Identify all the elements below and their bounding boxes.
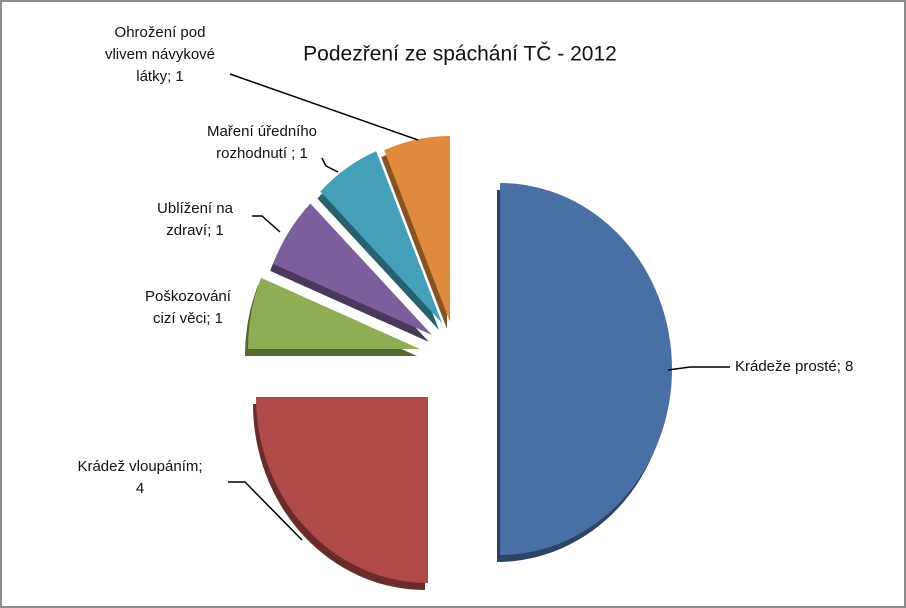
slice: [256, 397, 428, 583]
data-label: zdraví; 1: [166, 222, 224, 239]
slice: [500, 183, 672, 555]
data-label: 4: [136, 480, 144, 497]
data-label: Krádež vloupáním;: [77, 458, 202, 475]
data-label: Ublížení na: [157, 200, 234, 217]
leader-line: [667, 366, 730, 371]
slice: [320, 151, 442, 323]
data-label: vlivem návykové: [105, 46, 215, 63]
leader-line: [321, 157, 339, 173]
data-label: Krádeže prosté; 8: [735, 358, 853, 375]
slice: [384, 136, 450, 322]
data-label: cizí věci; 1: [153, 310, 223, 327]
data-label: Poškozování: [145, 288, 232, 305]
slice: [273, 203, 432, 335]
data-label: rozhodnutí ; 1: [216, 145, 308, 162]
data-label: Ohrožení pod: [115, 24, 206, 41]
data-label: Maření úředního: [207, 123, 317, 140]
leader-line: [252, 215, 281, 233]
chart-title: Podezření ze spáchání TČ - 2012: [303, 43, 617, 66]
slice: [248, 277, 420, 349]
leader-line: [229, 73, 419, 141]
data-label: látky; 1: [136, 68, 184, 85]
leader-line: [228, 481, 303, 541]
